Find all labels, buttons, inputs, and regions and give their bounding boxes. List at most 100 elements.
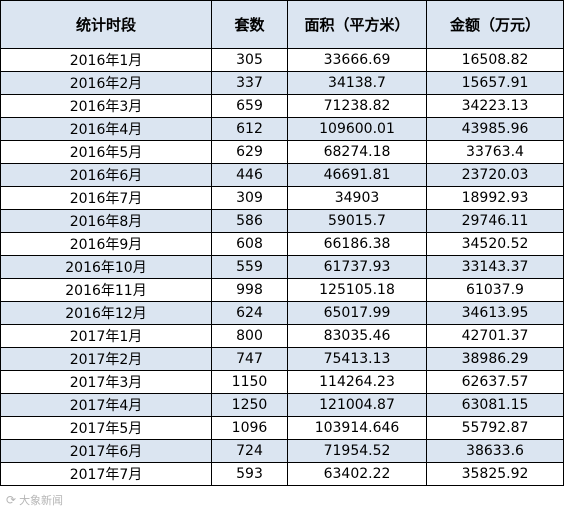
cell-period: 2016年12月 — [0, 301, 212, 325]
cell-period: 2016年5月 — [0, 140, 212, 164]
cell-units: 446 — [211, 163, 288, 187]
cell-amount: 34223.13 — [426, 94, 564, 118]
table-body: 2016年1月 305 33666.69 16508.82 2016年2月 337 3413… — [0, 48, 564, 486]
cell-amount: 62637.57 — [426, 370, 564, 394]
cell-area: 61737.93 — [287, 255, 427, 279]
cell-amount: 63081.15 — [426, 393, 564, 417]
cell-amount: 38633.6 — [426, 439, 564, 463]
table-row: 2017年2月 747 75413.13 38986.29 — [0, 347, 564, 371]
cell-period: 2016年3月 — [0, 94, 212, 118]
cell-period: 2017年2月 — [0, 347, 212, 371]
header-period: 统计时段 — [0, 0, 212, 49]
cell-area: 65017.99 — [287, 301, 427, 325]
sales-table: 统计时段 套数 面积（平方米） 金额（万元） 2016年1月 305 33666.6… — [0, 0, 564, 486]
table-row: 2016年1月 305 33666.69 16508.82 — [0, 48, 564, 72]
cell-period: 2017年5月 — [0, 416, 212, 440]
cell-units: 559 — [211, 255, 288, 279]
cell-units: 747 — [211, 347, 288, 371]
cell-area: 71238.82 — [287, 94, 427, 118]
cell-units: 608 — [211, 232, 288, 256]
cell-amount: 29746.11 — [426, 209, 564, 233]
table-row: 2017年5月 1096 103914.646 55792.87 — [0, 416, 564, 440]
cell-units: 612 — [211, 117, 288, 141]
cell-units: 593 — [211, 462, 288, 486]
table-header: 统计时段 套数 面积（平方米） 金额（万元） — [0, 0, 564, 49]
table-row: 2016年5月 629 68274.18 33763.4 — [0, 140, 564, 164]
cell-area: 109600.01 — [287, 117, 427, 141]
cell-period: 2016年7月 — [0, 186, 212, 210]
cell-area: 71954.52 — [287, 439, 427, 463]
cell-area: 66186.38 — [287, 232, 427, 256]
table-row: 2017年1月 800 83035.46 42701.37 — [0, 324, 564, 348]
cell-area: 34903 — [287, 186, 427, 210]
header-row: 统计时段 套数 面积（平方米） 金额（万元） — [0, 0, 564, 49]
cell-units: 309 — [211, 186, 288, 210]
cell-period: 2016年1月 — [0, 48, 212, 72]
cell-area: 125105.18 — [287, 278, 427, 302]
table-row: 2017年6月 724 71954.52 38633.6 — [0, 439, 564, 463]
cell-area: 83035.46 — [287, 324, 427, 348]
cell-amount: 18992.93 — [426, 186, 564, 210]
cell-units: 337 — [211, 71, 288, 95]
cell-amount: 35825.92 — [426, 462, 564, 486]
cell-area: 46691.81 — [287, 163, 427, 187]
cell-amount: 43985.96 — [426, 117, 564, 141]
cell-period: 2016年6月 — [0, 163, 212, 187]
cell-area: 34138.7 — [287, 71, 427, 95]
cell-amount: 61037.9 — [426, 278, 564, 302]
table-row: 2017年7月 593 63402.22 35825.92 — [0, 462, 564, 486]
cell-period: 2017年6月 — [0, 439, 212, 463]
cell-period: 2016年11月 — [0, 278, 212, 302]
cell-amount: 34520.52 — [426, 232, 564, 256]
header-amount: 金额（万元） — [426, 0, 564, 49]
cell-units: 629 — [211, 140, 288, 164]
cell-period: 2016年8月 — [0, 209, 212, 233]
cell-period: 2017年4月 — [0, 393, 212, 417]
table-row: 2016年9月 608 66186.38 34520.52 — [0, 232, 564, 256]
cell-area: 114264.23 — [287, 370, 427, 394]
cell-period: 2017年1月 — [0, 324, 212, 348]
cell-period: 2016年2月 — [0, 71, 212, 95]
cell-units: 800 — [211, 324, 288, 348]
table-row: 2016年2月 337 34138.7 15657.91 — [0, 71, 564, 95]
watermark: ⟳ 大象新闻 — [6, 492, 63, 508]
cell-period: 2017年7月 — [0, 462, 212, 486]
cell-period: 2016年10月 — [0, 255, 212, 279]
cell-amount: 33143.37 — [426, 255, 564, 279]
cell-amount: 23720.03 — [426, 163, 564, 187]
share-icon: ⟳ — [6, 493, 17, 507]
cell-amount: 42701.37 — [426, 324, 564, 348]
cell-period: 2017年3月 — [0, 370, 212, 394]
cell-period: 2016年9月 — [0, 232, 212, 256]
cell-area: 121004.87 — [287, 393, 427, 417]
cell-period: 2016年4月 — [0, 117, 212, 141]
cell-units: 305 — [211, 48, 288, 72]
cell-amount: 55792.87 — [426, 416, 564, 440]
header-area: 面积（平方米） — [287, 0, 427, 49]
cell-amount: 15657.91 — [426, 71, 564, 95]
cell-units: 1150 — [211, 370, 288, 394]
table-row: 2016年11月 998 125105.18 61037.9 — [0, 278, 564, 302]
table-row: 2016年3月 659 71238.82 34223.13 — [0, 94, 564, 118]
cell-area: 59015.7 — [287, 209, 427, 233]
cell-units: 624 — [211, 301, 288, 325]
cell-units: 724 — [211, 439, 288, 463]
cell-amount: 33763.4 — [426, 140, 564, 164]
cell-units: 1096 — [211, 416, 288, 440]
table-row: 2016年4月 612 109600.01 43985.96 — [0, 117, 564, 141]
cell-area: 103914.646 — [287, 416, 427, 440]
cell-area: 75413.13 — [287, 347, 427, 371]
header-units: 套数 — [211, 0, 288, 49]
cell-units: 586 — [211, 209, 288, 233]
table-row: 2016年12月 624 65017.99 34613.95 — [0, 301, 564, 325]
cell-units: 1250 — [211, 393, 288, 417]
cell-area: 63402.22 — [287, 462, 427, 486]
cell-amount: 38986.29 — [426, 347, 564, 371]
cell-amount: 16508.82 — [426, 48, 564, 72]
watermark-text: 大象新闻 — [19, 494, 64, 507]
cell-units: 659 — [211, 94, 288, 118]
table-row: 2017年4月 1250 121004.87 63081.15 — [0, 393, 564, 417]
cell-area: 68274.18 — [287, 140, 427, 164]
cell-amount: 34613.95 — [426, 301, 564, 325]
table-row: 2016年10月 559 61737.93 33143.37 — [0, 255, 564, 279]
